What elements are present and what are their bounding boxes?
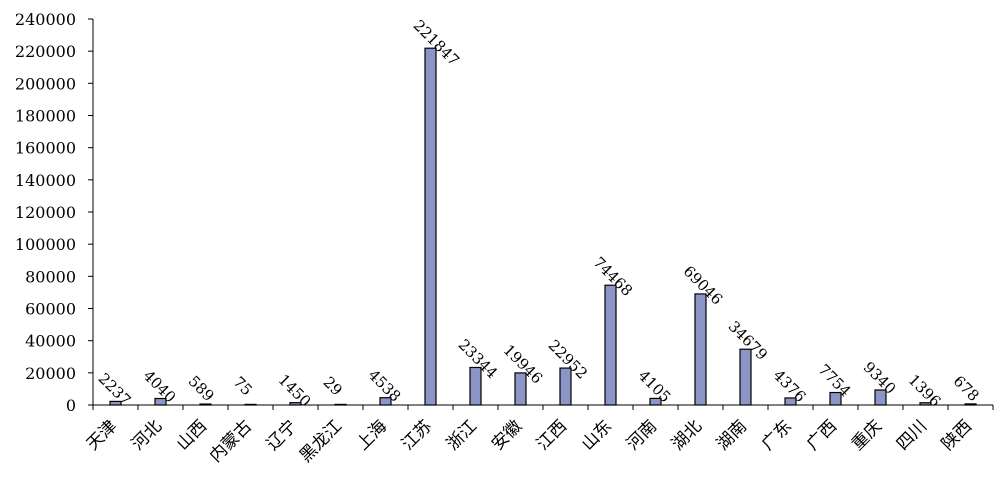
data-label: 29 — [320, 373, 346, 399]
bar — [154, 397, 167, 406]
bar — [874, 389, 887, 406]
y-tick-label: 240000 — [15, 10, 76, 29]
category-label: 河南 — [623, 416, 661, 454]
category-label: 上海 — [353, 416, 391, 454]
bar — [379, 397, 392, 406]
bar — [739, 348, 752, 406]
y-tick-label: 200000 — [15, 74, 76, 93]
bar — [514, 372, 527, 406]
category-label: 四川 — [893, 416, 931, 454]
bar — [559, 367, 572, 406]
bar — [649, 397, 662, 406]
bar — [244, 403, 257, 406]
y-tick-label: 0 — [66, 396, 76, 415]
bar — [469, 366, 482, 406]
bar — [424, 47, 437, 406]
axes: 0 20000 40000 60000 80000 100000 120000 140000 1… — [15, 10, 994, 415]
y-tick-label: 160000 — [15, 139, 76, 158]
category-label: 湖南 — [713, 416, 751, 454]
bar — [199, 403, 212, 406]
category-label: 江苏 — [398, 416, 436, 454]
category-label: 陕西 — [938, 416, 976, 454]
y-tick-label: 220000 — [15, 42, 76, 61]
bar — [694, 293, 707, 406]
data-label: 75 — [230, 373, 256, 399]
y-tick-label: 140000 — [15, 171, 76, 190]
category-label: 浙江 — [443, 416, 481, 454]
bar — [289, 402, 302, 406]
category-label: 广东 — [758, 416, 796, 454]
category-label: 河北 — [128, 416, 166, 454]
bars — [109, 47, 977, 406]
y-tick-label: 100000 — [15, 235, 76, 254]
bar — [919, 402, 932, 406]
y-tick-label: 120000 — [15, 203, 76, 222]
category-label: 安徽 — [488, 416, 526, 454]
category-label: 内蒙古 — [206, 416, 256, 466]
category-label: 山东 — [578, 416, 616, 454]
category-label: 辽宁 — [263, 416, 301, 454]
bar — [109, 400, 122, 406]
category-label: 重庆 — [848, 416, 886, 454]
bar — [784, 397, 797, 406]
y-tick-label: 180000 — [15, 107, 76, 126]
bar — [334, 403, 347, 406]
data-label: 678 — [950, 372, 983, 405]
bar — [829, 391, 842, 406]
category-label: 湖北 — [668, 416, 706, 454]
y-tick-label: 20000 — [25, 364, 76, 383]
category-label: 黑龙江 — [296, 416, 346, 466]
y-tick-label: 60000 — [25, 300, 76, 319]
y-tick-label: 80000 — [25, 267, 76, 286]
category-label: 山西 — [173, 416, 211, 454]
data-label: 589 — [185, 372, 218, 405]
y-tick-label: 40000 — [25, 332, 76, 351]
bar — [604, 284, 617, 406]
category-label: 天津 — [83, 416, 121, 454]
bar — [964, 403, 977, 406]
category-label: 江西 — [533, 416, 571, 454]
data-labels: 2237 4040 589 75 1450 29 453822184723344199462… — [95, 16, 983, 410]
category-label: 广西 — [803, 416, 841, 454]
